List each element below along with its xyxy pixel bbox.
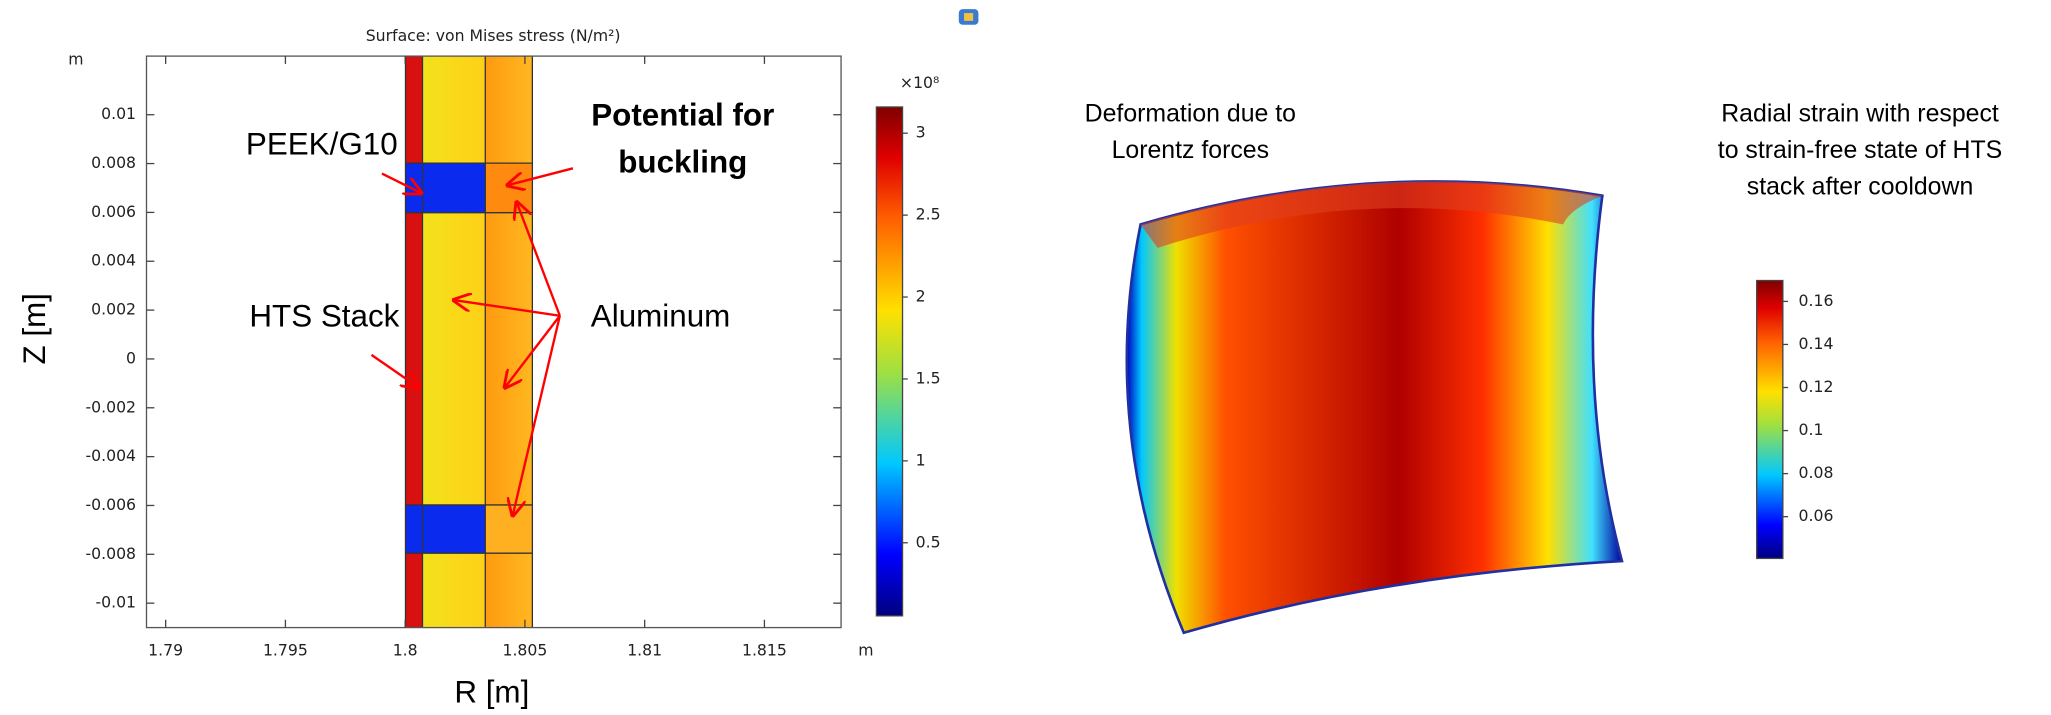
y-tick-label: -0.006 xyxy=(85,495,136,514)
x-tick-label: 1.795 xyxy=(263,641,308,660)
colorbar-tick-label: 0.12 xyxy=(1799,377,1834,396)
colorbar-multiplier: ×10⁸ xyxy=(900,73,939,92)
colorbar-tick-label: 0.16 xyxy=(1799,291,1834,310)
y-tick-label: -0.004 xyxy=(85,446,136,465)
colorbar xyxy=(876,107,902,616)
y-tick-label: 0.002 xyxy=(91,300,136,319)
colorbar-title: to strain-free state of HTS xyxy=(1718,137,2002,164)
x-tick-label: 1.8 xyxy=(393,641,418,660)
colorbar-tick-label: 2 xyxy=(916,287,926,306)
y-tick-label: -0.01 xyxy=(95,593,136,612)
y-axis-label: Z [m] xyxy=(17,293,52,364)
x-tick-label: 1.805 xyxy=(502,641,547,660)
deformed-surface xyxy=(1127,181,1622,632)
x-tick-label: 1.79 xyxy=(148,641,183,660)
aluminum-region xyxy=(485,163,532,213)
colorbar-tick-label: 0.06 xyxy=(1799,506,1834,525)
annotation: buckling xyxy=(618,145,747,180)
peek-region xyxy=(405,163,485,213)
colorbar-tick-label: 1.5 xyxy=(916,368,941,387)
y-tick-label: -0.002 xyxy=(85,397,136,416)
colorbar-tick-label: 0.1 xyxy=(1799,420,1824,439)
plot-caption: Deformation due to xyxy=(1085,100,1296,127)
page: {"chart_data": [ {"type": "surface", "ti… xyxy=(0,0,2051,715)
annotation: Potential for xyxy=(591,98,774,133)
y-unit: m xyxy=(68,50,83,69)
surface xyxy=(1127,181,1622,632)
annotation: PEEK/G10 xyxy=(246,126,398,161)
y-tick-label: 0.006 xyxy=(91,202,136,221)
plot-caption: Lorentz forces xyxy=(1112,137,1269,164)
colorbar-tick-label: 3 xyxy=(916,123,926,142)
peek-region xyxy=(405,505,485,553)
y-tick-label: 0.01 xyxy=(101,104,136,123)
y-tick-label: 0.004 xyxy=(91,251,136,270)
figure: Surface: von Mises stress (N/m²) 1.79 1.79… xyxy=(0,0,2051,715)
annotation: HTS Stack xyxy=(249,299,399,334)
colorbar-tick-label: 0.14 xyxy=(1799,334,1834,353)
aluminum-region xyxy=(485,505,532,553)
x-tick-label: 1.81 xyxy=(627,641,662,660)
colorbar-tick-label: 1 xyxy=(916,450,926,469)
y-tick-label: -0.008 xyxy=(85,544,136,563)
x-unit: m xyxy=(858,641,873,660)
colorbar-title: Radial strain with respect xyxy=(1721,100,1999,127)
x-tick-label: 1.815 xyxy=(742,641,787,660)
annotation: Aluminum xyxy=(591,299,731,334)
colorbar-title: stack after cooldown xyxy=(1747,173,1973,200)
icon xyxy=(959,9,979,25)
x-axis-label: R [m] xyxy=(454,674,529,709)
colorbar-tick-label: 2.5 xyxy=(916,205,941,224)
colorbar xyxy=(1757,281,1783,559)
y-tick-label: 0.008 xyxy=(91,153,136,172)
colorbar-tick-label: 0.5 xyxy=(916,532,941,551)
colorbar-tick-label: 0.08 xyxy=(1799,463,1834,482)
y-tick-label: 0 xyxy=(126,348,136,367)
chart-title: Surface: von Mises stress (N/m²) xyxy=(366,26,621,45)
